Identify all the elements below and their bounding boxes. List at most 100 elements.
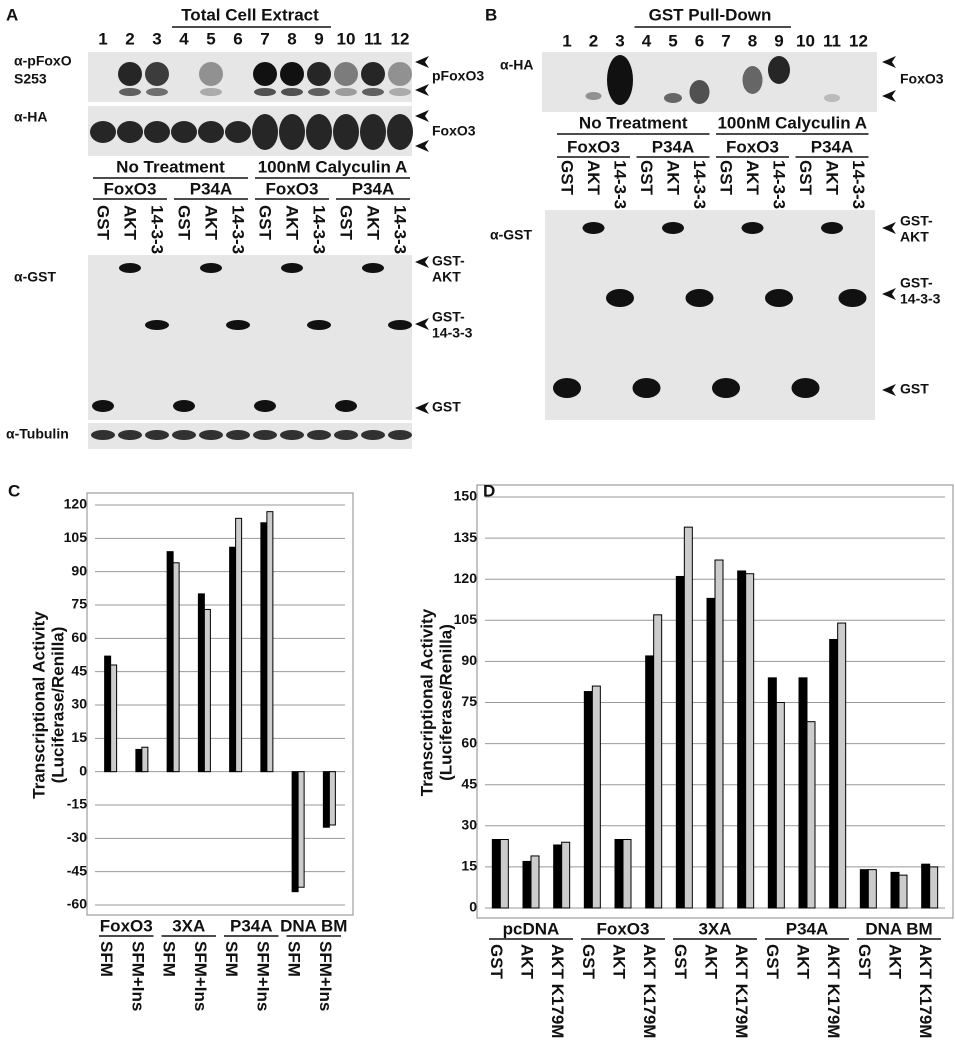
band	[308, 88, 330, 96]
construct: P34A	[652, 137, 695, 156]
bar	[614, 839, 624, 909]
bar	[553, 844, 563, 909]
blot	[88, 423, 412, 449]
band	[582, 222, 605, 234]
bait: AKT	[664, 160, 683, 196]
group-label: P34A	[230, 916, 273, 935]
bar	[706, 597, 716, 909]
group-label: DNA BM	[865, 919, 932, 938]
lane-number: 9	[314, 29, 323, 48]
bait: AKT	[584, 160, 603, 196]
bait: 14-3-3	[770, 160, 789, 209]
bait: GST	[175, 205, 194, 241]
bar	[837, 622, 847, 909]
lane-number: 10	[337, 29, 356, 48]
marker: FoxO3	[432, 123, 476, 139]
bait: GST	[94, 205, 113, 241]
x-tick-label: SFM+Ins	[253, 941, 272, 1011]
arrow	[882, 90, 896, 102]
lane-number: 7	[721, 31, 730, 50]
bar	[645, 655, 655, 909]
x-tick-label: AKT	[610, 944, 629, 980]
bar	[921, 863, 931, 909]
treatment: No Treatment	[116, 157, 225, 176]
antibody: α-GST	[14, 269, 56, 285]
band	[118, 62, 142, 86]
y-tick-label: 105	[454, 611, 478, 627]
bait: GST	[337, 205, 356, 241]
group-label: DNA BM	[280, 916, 347, 935]
marker: 14-3-3	[900, 291, 941, 307]
bar	[591, 685, 601, 909]
x-tick-label: SFM	[285, 941, 304, 977]
band	[226, 430, 250, 440]
band	[280, 430, 304, 440]
bar	[203, 608, 211, 773]
group-label: FoxO3	[597, 919, 650, 938]
band	[145, 62, 169, 86]
band	[171, 121, 197, 143]
bar	[798, 677, 808, 909]
bar	[166, 551, 174, 773]
bait: 14-3-3	[690, 160, 709, 209]
treatment: 100nM Calyculin A	[717, 113, 867, 132]
treatment: No Treatment	[579, 113, 688, 132]
construct: FoxO3	[726, 137, 779, 156]
band	[200, 263, 222, 273]
y-tick-label: 135	[454, 529, 478, 545]
band	[200, 88, 222, 96]
lane-number: 8	[287, 29, 296, 48]
band	[199, 62, 223, 86]
antibody: α-pFoxO	[14, 53, 72, 69]
y-tick-label: 120	[454, 570, 478, 586]
y-tick-label: 60	[461, 734, 477, 750]
band	[632, 378, 661, 398]
x-tick-label: AKT K179M	[548, 944, 567, 1038]
marker: AKT	[900, 229, 929, 245]
band	[198, 121, 224, 143]
y-tick-label: 45	[461, 775, 477, 791]
band	[306, 114, 332, 150]
y-axis-label: (Luciferase/Renilla)	[436, 624, 455, 781]
panel-title: Total Cell Extract	[181, 5, 319, 24]
bait: AKT	[202, 205, 221, 241]
bar	[522, 860, 532, 909]
lane-number: 10	[796, 31, 815, 50]
band	[117, 121, 143, 143]
marker: AKT	[432, 269, 461, 285]
bar	[229, 546, 237, 773]
bait: AKT	[364, 205, 383, 241]
construct: P34A	[811, 137, 854, 156]
band	[280, 62, 304, 86]
band	[389, 88, 411, 96]
band	[281, 263, 303, 273]
x-tick-label: GST	[763, 944, 782, 980]
bait: 14-3-3	[391, 205, 410, 254]
x-tick-label: GST	[855, 944, 874, 980]
antibody: α-Tubulin	[6, 426, 69, 442]
bar	[135, 748, 143, 773]
marker: GST	[900, 381, 929, 397]
arrow	[415, 140, 429, 152]
band	[362, 88, 384, 96]
bait: 14-3-3	[849, 160, 868, 209]
band	[90, 121, 116, 143]
band	[333, 114, 359, 150]
y-tick-label: 75	[71, 596, 87, 612]
x-tick-label: AKT	[794, 944, 813, 980]
bar	[197, 593, 205, 773]
lane-number: 2	[589, 31, 598, 50]
construct: P34A	[190, 179, 233, 198]
plot-frame	[476, 484, 954, 919]
lane-number: 6	[233, 29, 242, 48]
y-tick-label: -15	[67, 796, 87, 812]
y-tick-label: -30	[67, 829, 87, 845]
bar	[653, 614, 663, 909]
bar	[859, 869, 869, 909]
bait: 14-3-3	[611, 160, 630, 209]
arrow	[415, 318, 429, 330]
construct: P34A	[352, 179, 395, 198]
bar	[291, 771, 299, 893]
bait: GST	[717, 160, 736, 196]
